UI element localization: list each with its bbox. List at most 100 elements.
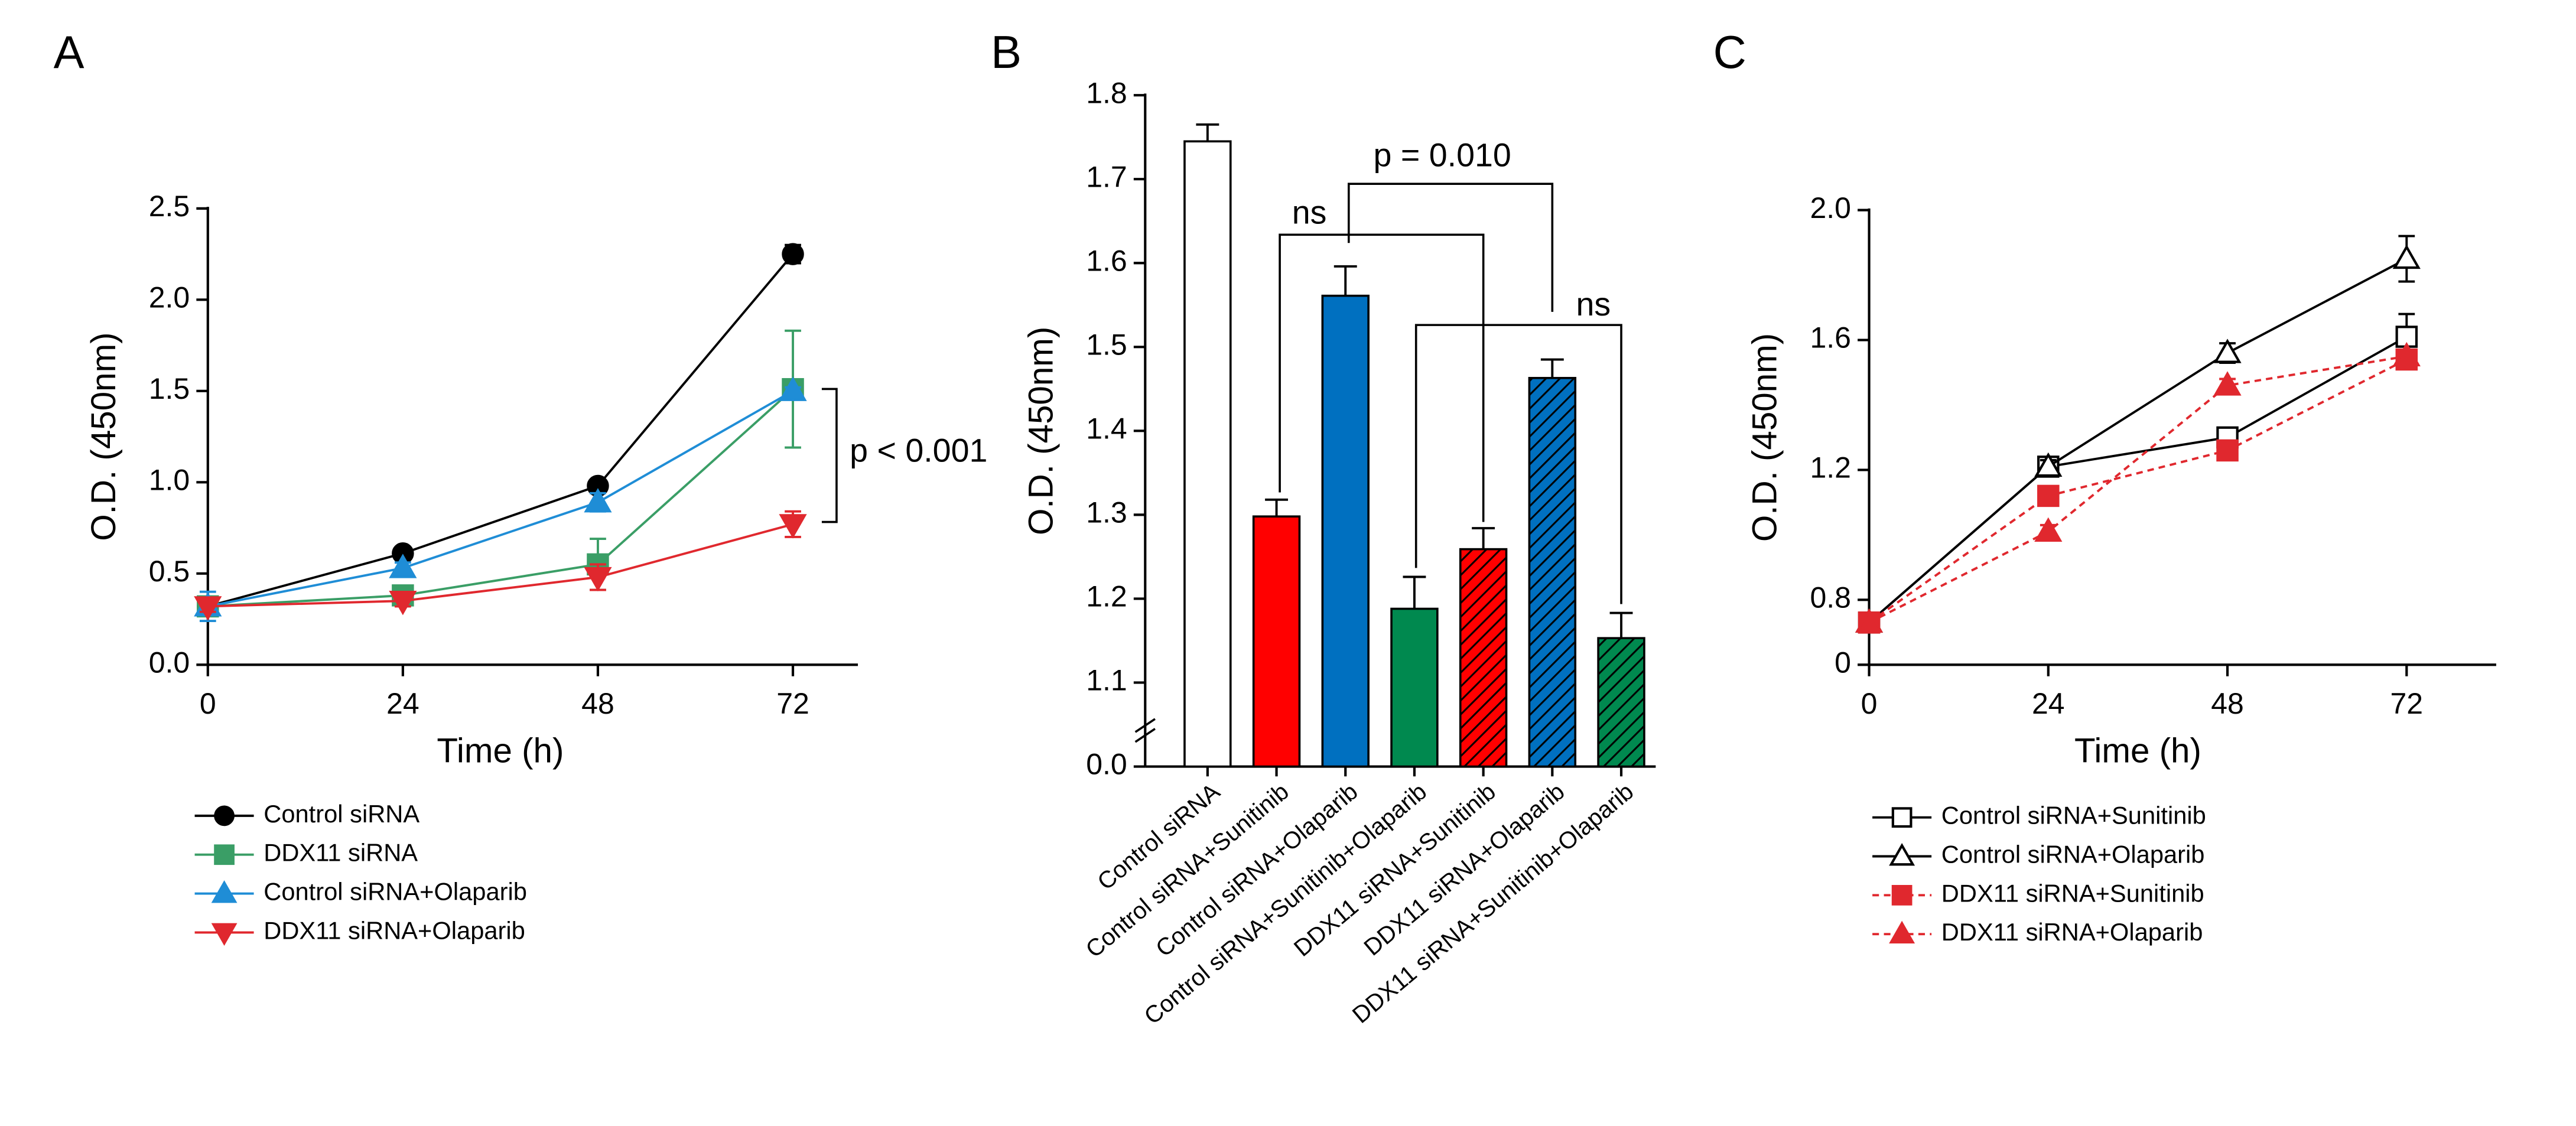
marker <box>2213 339 2242 363</box>
marker <box>779 514 807 539</box>
annotation: p < 0.001 <box>850 432 987 469</box>
bar <box>1528 377 1577 768</box>
y-axis-title: O.D. (450nm) <box>84 332 123 541</box>
marker <box>2034 452 2063 477</box>
marker <box>2034 517 2063 542</box>
error-bar <box>1403 575 1426 609</box>
marker <box>2213 371 2242 396</box>
x-tick-label: 48 <box>2211 687 2244 720</box>
error-bar <box>1265 498 1288 517</box>
legend-label: DDX11 siRNA+Olaparib <box>264 916 525 944</box>
error-bar <box>1609 611 1633 639</box>
bracket <box>1347 183 1554 312</box>
legend-marker <box>1891 807 1913 828</box>
x-tick-label: 72 <box>776 687 809 720</box>
series-line <box>207 390 793 608</box>
marker <box>779 376 807 401</box>
series-line <box>207 523 793 608</box>
series-line <box>1868 336 2408 624</box>
panel-label: C <box>1713 27 1746 78</box>
legend-label: Control siRNA <box>264 800 419 828</box>
bar <box>1459 548 1508 768</box>
y-tick-label: 0.0 <box>1086 748 1127 781</box>
x-axis-title: Time (h) <box>437 732 564 770</box>
bar <box>1597 637 1645 768</box>
x-tick-label: 24 <box>2032 687 2065 720</box>
series-line <box>1868 358 2408 624</box>
y-tick-label: 1.5 <box>149 372 190 405</box>
legend-label: Control siRNA+Olaparib <box>264 878 527 906</box>
legend-marker <box>214 844 235 865</box>
y-tick-label: 1.2 <box>1810 451 1851 484</box>
y-axis-title: O.D. (450nm) <box>1022 327 1060 535</box>
y-tick-label: 0.8 <box>1810 581 1851 614</box>
legend-marker <box>211 923 238 946</box>
marker <box>584 567 612 592</box>
legend-label: DDX11 siRNA+Sunitinib <box>1941 879 2204 907</box>
y-tick-label: 1.6 <box>1810 321 1851 354</box>
bar <box>1390 607 1439 768</box>
legend-label: DDX11 siRNA <box>264 839 418 867</box>
x-tick-label: 48 <box>581 687 614 720</box>
series-line <box>207 388 794 608</box>
y-axis-title: O.D. (450nm) <box>1746 333 1784 542</box>
bracket <box>821 388 838 523</box>
annotation: ns <box>1292 194 1327 231</box>
marker <box>389 591 417 616</box>
marker <box>194 596 222 621</box>
bar <box>1321 294 1370 768</box>
legend-marker <box>211 880 238 903</box>
x-tick-label: 24 <box>386 687 419 720</box>
y-tick-label: 1.6 <box>1086 244 1127 277</box>
marker <box>1855 608 1884 633</box>
marker <box>2216 439 2239 462</box>
marker <box>2037 484 2060 507</box>
annotation: p = 0.010 <box>1374 136 1511 173</box>
marker <box>389 554 417 578</box>
legend-label: Control siRNA+Olaparib <box>1941 841 2205 868</box>
y-tick-label: 1.8 <box>1086 76 1127 109</box>
bracket <box>1414 324 1622 604</box>
legend-label: DDX11 siRNA+Olaparib <box>1941 918 2203 946</box>
annotation: ns <box>1576 286 1611 323</box>
y-tick-label: 0 <box>1835 646 1851 679</box>
series-line <box>207 253 794 608</box>
bar <box>1252 515 1301 768</box>
y-tick-label: 2.0 <box>149 281 190 314</box>
legend-marker <box>1891 884 1913 906</box>
marker <box>2392 244 2421 269</box>
y-tick-label: 1.7 <box>1086 160 1127 193</box>
marker <box>2392 341 2421 367</box>
y-tick-label: 1.4 <box>1086 412 1127 445</box>
y-tick-label: 1.0 <box>149 464 190 497</box>
y-tick-label: 0.5 <box>149 555 190 588</box>
legend-label: Control siRNA+Sunitinib <box>1941 802 2206 829</box>
panel-label: B <box>991 27 1022 78</box>
bar <box>1183 140 1232 768</box>
error-bar <box>1196 123 1219 142</box>
marker <box>584 488 612 513</box>
legend-marker <box>214 805 235 826</box>
x-tick-label: 72 <box>2390 687 2423 720</box>
series-line <box>1868 258 2408 624</box>
error-bar <box>1540 358 1564 378</box>
panel-label: A <box>54 27 84 78</box>
y-tick-label: 0.0 <box>149 646 190 679</box>
legend-marker <box>1889 842 1915 866</box>
x-tick-label: 0 <box>200 687 216 720</box>
bracket <box>1279 233 1485 522</box>
y-tick-label: 1.1 <box>1086 664 1127 697</box>
y-tick-label: 2.5 <box>149 190 190 223</box>
series-line <box>1868 355 2407 624</box>
y-tick-label: 1.2 <box>1086 580 1127 613</box>
y-tick-label: 1.5 <box>1086 328 1127 361</box>
x-axis-title: Time (h) <box>2074 732 2201 770</box>
error-bar <box>1333 265 1357 296</box>
y-tick-label: 2.0 <box>1810 191 1851 224</box>
marker <box>782 243 804 265</box>
y-tick-label: 1.3 <box>1086 496 1127 529</box>
error-bar <box>1472 527 1495 549</box>
legend-marker <box>1889 920 1915 944</box>
x-tick-label: 0 <box>1861 687 1878 720</box>
